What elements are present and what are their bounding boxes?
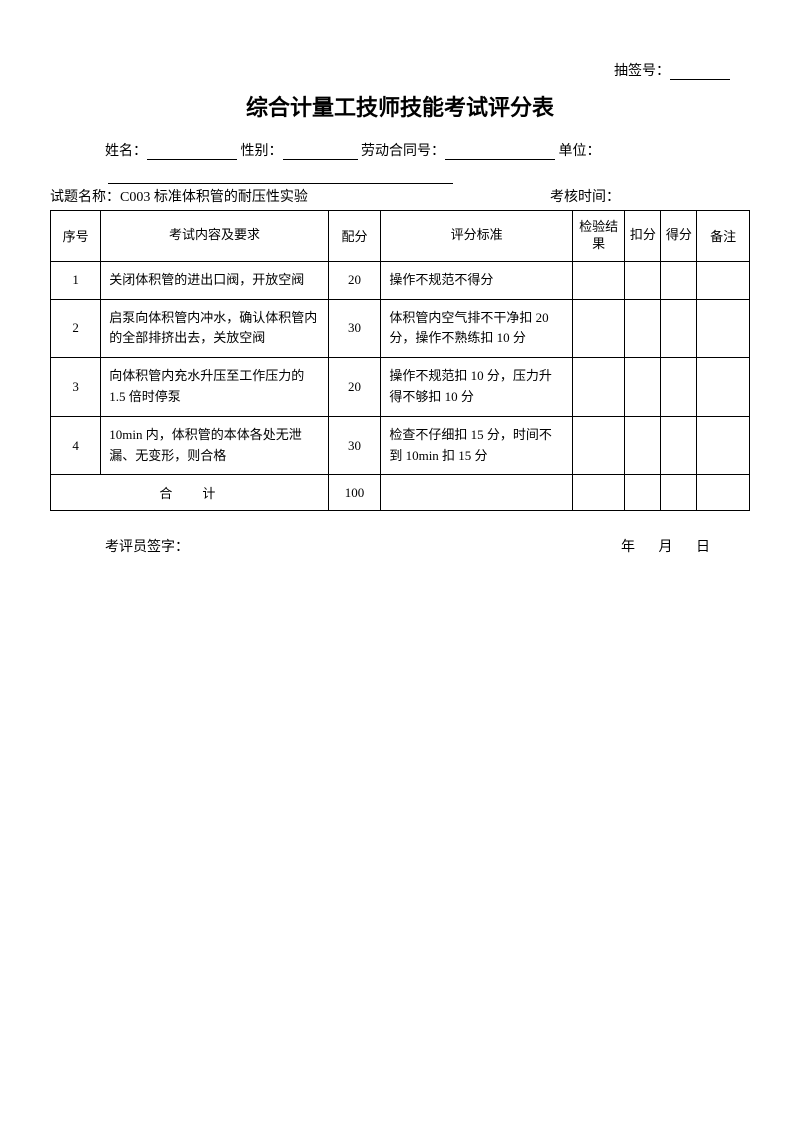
name-underline — [147, 146, 237, 160]
cell-result — [572, 358, 625, 417]
cell-result — [572, 261, 625, 299]
cell-deduct — [625, 299, 661, 358]
cell-remark — [697, 358, 750, 417]
th-content: 考试内容及要求 — [101, 211, 328, 262]
signature-label: 考评员签字： — [105, 540, 189, 555]
cell-seq: 3 — [51, 358, 101, 417]
cell-content: 关闭体积管的进出口阀，开放空阀 — [101, 261, 328, 299]
test-name-label: 试题名称： — [50, 190, 120, 205]
cell-gain — [661, 299, 697, 358]
cell-total-deduct — [625, 475, 661, 511]
draw-underline — [670, 66, 730, 80]
cell-gain — [661, 416, 697, 475]
cell-content: 10min 内，体积管的本体各处无泄漏、无变形，则合格 — [101, 416, 328, 475]
cell-score: 30 — [328, 416, 381, 475]
unit-label: 单位： — [559, 140, 601, 160]
table-total-row: 合计 100 — [51, 475, 750, 511]
cell-deduct — [625, 358, 661, 417]
cell-remark — [697, 416, 750, 475]
cell-score: 30 — [328, 299, 381, 358]
cell-seq: 4 — [51, 416, 101, 475]
cell-total-criteria — [381, 475, 573, 511]
sub-underline — [108, 170, 453, 184]
signature-row: 考评员签字： 年 月 日 — [50, 536, 750, 556]
test-info-row: 试题名称：C003 标准体积管的耐压性实验 考核时间： — [50, 186, 750, 206]
cell-deduct — [625, 261, 661, 299]
exam-time-label: 考核时间： — [550, 190, 620, 205]
cell-gain — [661, 261, 697, 299]
cell-result — [572, 299, 625, 358]
table-row: 3 向体积管内充水升压至工作压力的 1.5 倍时停泵 20 操作不规范扣 10 … — [51, 358, 750, 417]
cell-criteria: 体积管内空气排不干净扣 20 分，操作不熟练扣 10 分 — [381, 299, 573, 358]
cell-total-score: 100 — [328, 475, 381, 511]
th-gain: 得分 — [661, 211, 697, 262]
cell-deduct — [625, 416, 661, 475]
name-label: 姓名： — [105, 140, 147, 160]
cell-remark — [697, 299, 750, 358]
gender-underline — [283, 146, 358, 160]
contract-label: 劳动合同号： — [361, 140, 445, 160]
cell-seq: 1 — [51, 261, 101, 299]
cell-criteria: 检查不仔细扣 15 分，时间不到 10min 扣 15 分 — [381, 416, 573, 475]
cell-score: 20 — [328, 358, 381, 417]
info-line-1: 姓名： 性别： 劳动合同号： 单位： — [50, 140, 750, 160]
test-name-value: C003 标准体积管的耐压性实验 — [120, 190, 308, 205]
month-label: 月 — [659, 536, 673, 556]
draw-number-row: 抽签号： — [50, 60, 750, 80]
th-criteria: 评分标准 — [381, 211, 573, 262]
table-row: 1 关闭体积管的进出口阀，开放空阀 20 操作不规范不得分 — [51, 261, 750, 299]
cell-total-gain — [661, 475, 697, 511]
cell-remark — [697, 261, 750, 299]
cell-gain — [661, 358, 697, 417]
cell-result — [572, 416, 625, 475]
cell-content: 启泵向体积管内冲水，确认体积管内的全部排挤出去，关放空阀 — [101, 299, 328, 358]
cell-score: 20 — [328, 261, 381, 299]
year-label: 年 — [621, 536, 635, 556]
th-score: 配分 — [328, 211, 381, 262]
th-result: 检验结果 — [572, 211, 625, 262]
th-deduct: 扣分 — [625, 211, 661, 262]
day-label: 日 — [696, 536, 710, 556]
cell-criteria: 操作不规范扣 10 分，压力升得不够扣 10 分 — [381, 358, 573, 417]
draw-label: 抽签号： — [614, 64, 670, 79]
cell-content: 向体积管内充水升压至工作压力的 1.5 倍时停泵 — [101, 358, 328, 417]
cell-total-label: 合计 — [51, 475, 329, 511]
th-seq: 序号 — [51, 211, 101, 262]
table-row: 4 10min 内，体积管的本体各处无泄漏、无变形，则合格 30 检查不仔细扣 … — [51, 416, 750, 475]
cell-total-remark — [697, 475, 750, 511]
table-header-row: 序号 考试内容及要求 配分 评分标准 检验结果 扣分 得分 备注 — [51, 211, 750, 262]
table-row: 2 启泵向体积管内冲水，确认体积管内的全部排挤出去，关放空阀 30 体积管内空气… — [51, 299, 750, 358]
page-title: 综合计量工技师技能考试评分表 — [50, 90, 750, 122]
cell-total-result — [572, 475, 625, 511]
cell-criteria: 操作不规范不得分 — [381, 261, 573, 299]
score-table: 序号 考试内容及要求 配分 评分标准 检验结果 扣分 得分 备注 1 关闭体积管… — [50, 210, 750, 511]
th-remark: 备注 — [697, 211, 750, 262]
gender-label: 性别： — [241, 140, 283, 160]
info-line-sub — [50, 168, 750, 184]
cell-seq: 2 — [51, 299, 101, 358]
contract-underline — [445, 146, 555, 160]
